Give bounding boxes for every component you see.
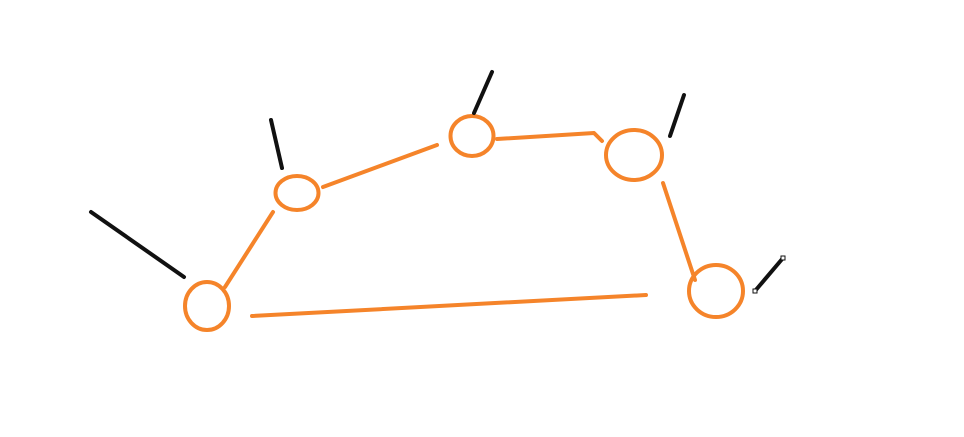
pointers-layer xyxy=(89,70,785,293)
selection-handle-start[interactable] xyxy=(780,255,786,261)
pointer-node-2[interactable] xyxy=(269,118,284,170)
edge-node-3-node-4[interactable] xyxy=(495,131,604,143)
pointer-node-1[interactable] xyxy=(89,210,186,279)
edge-node-5-node-1[interactable] xyxy=(250,293,648,318)
node-3[interactable] xyxy=(448,114,496,158)
pointer-node-5[interactable] xyxy=(753,256,785,293)
nodes-layer xyxy=(183,114,745,332)
node-2[interactable] xyxy=(273,174,321,212)
node-1[interactable] xyxy=(183,280,231,332)
selection-handle-end[interactable] xyxy=(752,288,758,294)
pointer-node-3[interactable] xyxy=(472,70,494,115)
node-4[interactable] xyxy=(604,128,664,182)
pointer-node-4[interactable] xyxy=(668,93,686,138)
node-5[interactable] xyxy=(687,263,745,319)
edges-layer xyxy=(223,131,697,318)
edge-node-1-node-2[interactable] xyxy=(223,210,275,289)
edge-node-2-node-3[interactable] xyxy=(321,143,439,189)
edge-node-4-node-5[interactable] xyxy=(661,181,697,282)
selection-handles xyxy=(752,255,786,294)
